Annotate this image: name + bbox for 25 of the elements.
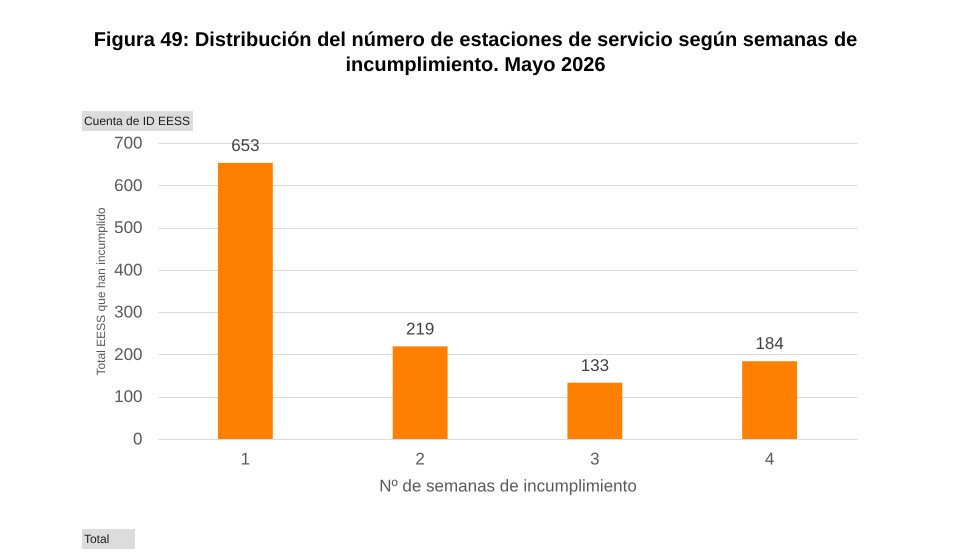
y-tick-label: 400: [114, 260, 142, 280]
y-tick-label: 200: [114, 344, 142, 364]
text: Cuenta de ID EESS: [84, 114, 190, 128]
bar: [742, 361, 798, 439]
y-tick-label: 300: [114, 302, 142, 322]
y-axis-title: Total EESS que han incumplido: [94, 207, 108, 376]
x-tick-label: 3: [590, 450, 600, 468]
x-axis-title: Nº de semanas de incumplimiento: [379, 476, 637, 496]
y-tick-label: 600: [114, 176, 142, 195]
chart-title: Figura 49: Distribución del número de estaciones de servicio según semanas de incumplimiento. Mayo 2026: [94, 29, 858, 76]
x-tick-label: 4: [764, 450, 774, 468]
x-tick-label: 2: [415, 450, 425, 468]
bar: [567, 382, 622, 439]
x-tick-label: 1: [240, 450, 250, 468]
bar: [392, 346, 448, 439]
y-tick-label: 100: [114, 387, 142, 406]
y-tick-label: 0: [133, 430, 142, 448]
data-label: 219: [406, 319, 434, 338]
data-label: 184: [755, 334, 784, 354]
y-tick-label: 700: [114, 134, 142, 152]
text: Total: [84, 532, 110, 546]
y-tick-label: 500: [114, 218, 142, 238]
data-label: 653: [231, 136, 260, 155]
data-label: 133: [580, 356, 610, 375]
bar: [218, 162, 273, 439]
